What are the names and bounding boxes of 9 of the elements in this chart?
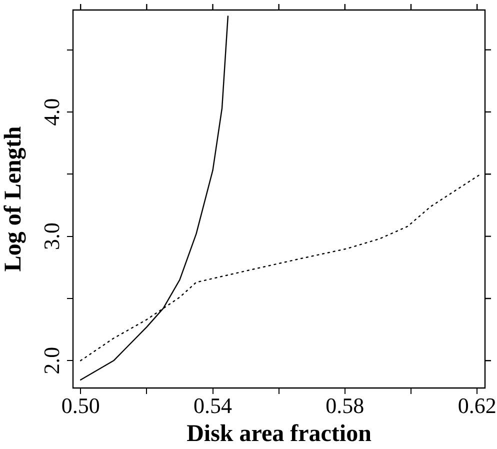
y-tick-label: 4.0 (38, 98, 64, 126)
x-tick-label: 0.50 (61, 392, 100, 418)
x-tick-label: 0.58 (326, 392, 364, 418)
y-tick-label: 2.0 (38, 346, 64, 374)
x-tick-label: 0.54 (194, 392, 232, 418)
x-axis-title: Disk area fraction (186, 420, 372, 447)
x-tick-label: 0.62 (458, 392, 496, 418)
y-axis-title: Log of Length (0, 126, 27, 272)
y-tick-label: 3.0 (38, 222, 64, 250)
